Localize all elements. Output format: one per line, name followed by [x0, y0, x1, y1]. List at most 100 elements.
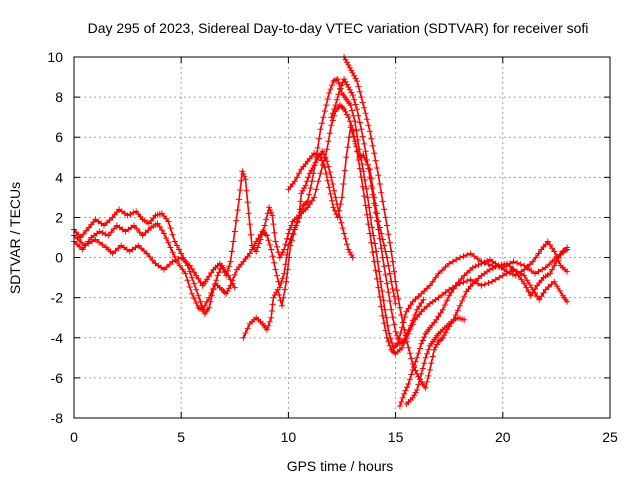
- data-point: [313, 186, 320, 193]
- data-point: [138, 245, 145, 252]
- data-point: [415, 350, 422, 357]
- data-point: [338, 82, 345, 89]
- data-point: [554, 283, 561, 290]
- data-point: [489, 265, 496, 272]
- data-point: [393, 342, 400, 349]
- data-point: [435, 270, 442, 277]
- data-point: [319, 157, 325, 164]
- data-point: [372, 157, 379, 164]
- data-point: [551, 278, 558, 285]
- data-point: [163, 263, 170, 270]
- data-point: [191, 280, 198, 287]
- data-point: [208, 290, 215, 296]
- data-point: [330, 204, 337, 211]
- data-point: [172, 257, 179, 264]
- data-point: [251, 242, 258, 249]
- data-point: [549, 245, 556, 252]
- data-point: [364, 157, 370, 163]
- data-point: [353, 127, 360, 134]
- data-point: [356, 88, 363, 95]
- data-point: [284, 266, 291, 273]
- data-point: [395, 296, 402, 302]
- data-point: [324, 96, 331, 103]
- data-point: [291, 226, 298, 233]
- data-point: [239, 168, 246, 175]
- data-point: [401, 390, 408, 397]
- data-point: [377, 278, 384, 285]
- data-point: [532, 270, 538, 277]
- data-point: [464, 251, 471, 258]
- data-point: [154, 220, 161, 227]
- data-point: [269, 253, 276, 260]
- data-point: [401, 336, 408, 343]
- data-point: [324, 158, 330, 165]
- data-point: [351, 96, 358, 103]
- data-point: [435, 294, 442, 301]
- data-point: [165, 218, 172, 225]
- data-point: [324, 146, 330, 153]
- data-point: [360, 168, 367, 175]
- data-point: [376, 294, 383, 300]
- data-point: [369, 191, 376, 198]
- data-point: [353, 143, 360, 150]
- data-point: [327, 86, 334, 93]
- data-point: [386, 270, 393, 277]
- data-point: [368, 135, 375, 142]
- data-point: [329, 117, 336, 124]
- data-point: [308, 167, 315, 174]
- data-point: [379, 312, 386, 319]
- data-point: [331, 77, 338, 84]
- data-point: [425, 346, 432, 353]
- data-point: [545, 284, 552, 290]
- data-point: [279, 302, 285, 309]
- data-point: [524, 263, 531, 270]
- data-point: [255, 235, 262, 242]
- data-point: [188, 290, 195, 297]
- data-point: [374, 275, 380, 282]
- data-point: [272, 238, 279, 245]
- data-point: [540, 290, 547, 296]
- data-point: [264, 210, 271, 217]
- data-point: [284, 235, 290, 242]
- x-tick-label: 0: [70, 429, 78, 445]
- data-point: [244, 199, 251, 206]
- data-point: [348, 89, 355, 96]
- data-point: [386, 330, 393, 337]
- data-point: [435, 338, 442, 345]
- data-point: [489, 262, 496, 269]
- data-point: [564, 246, 571, 253]
- data-point: [432, 274, 439, 281]
- data-point: [297, 198, 304, 205]
- data-point: [331, 106, 338, 113]
- data-point: [79, 246, 86, 253]
- data-point: [352, 75, 359, 82]
- data-point: [386, 298, 393, 304]
- data-point: [434, 341, 441, 348]
- data-point: [302, 182, 309, 189]
- data-point: [259, 228, 266, 235]
- data-point: [425, 372, 432, 379]
- data-point: [309, 197, 315, 204]
- data-point: [437, 310, 444, 316]
- data-point: [81, 242, 88, 249]
- data-point: [375, 284, 382, 291]
- data-point: [341, 167, 348, 174]
- data-point: [535, 250, 542, 257]
- series-markers-track-8: [403, 314, 468, 407]
- data-point: [528, 267, 535, 274]
- data-point: [332, 194, 339, 201]
- data-point: [464, 269, 471, 276]
- data-point: [396, 403, 403, 409]
- data-point: [111, 225, 117, 232]
- data-point: [323, 171, 330, 177]
- data-point: [158, 227, 165, 234]
- data-point: [442, 289, 449, 296]
- data-point: [409, 366, 416, 373]
- data-point: [467, 250, 474, 257]
- x-tick-label: 20: [495, 429, 511, 445]
- data-point: [496, 274, 503, 281]
- data-point: [221, 289, 228, 296]
- data-point: [426, 366, 433, 373]
- data-point: [339, 194, 345, 201]
- data-point: [414, 354, 420, 361]
